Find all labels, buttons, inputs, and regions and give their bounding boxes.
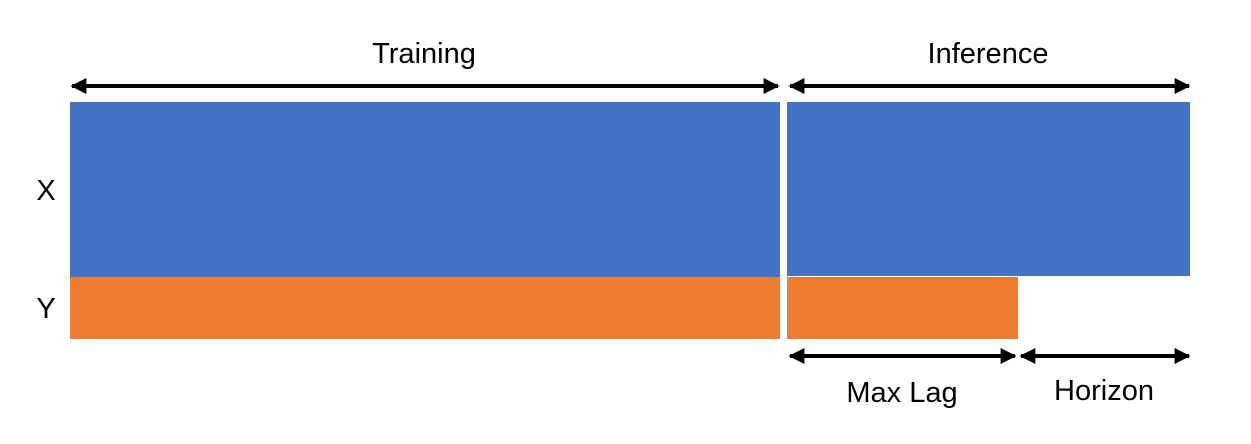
max-lag-label: Max Lag — [846, 377, 957, 409]
training-y-block — [70, 277, 780, 339]
training-x-block — [70, 102, 780, 277]
inference-x-block — [787, 102, 1190, 276]
horizon-label: Horizon — [1054, 375, 1154, 407]
y-row-label: Y — [36, 293, 55, 325]
training-label: Training — [372, 38, 476, 70]
x-row-label: X — [36, 175, 55, 207]
inference-label: Inference — [928, 38, 1049, 70]
inference-y-block — [787, 277, 1018, 339]
